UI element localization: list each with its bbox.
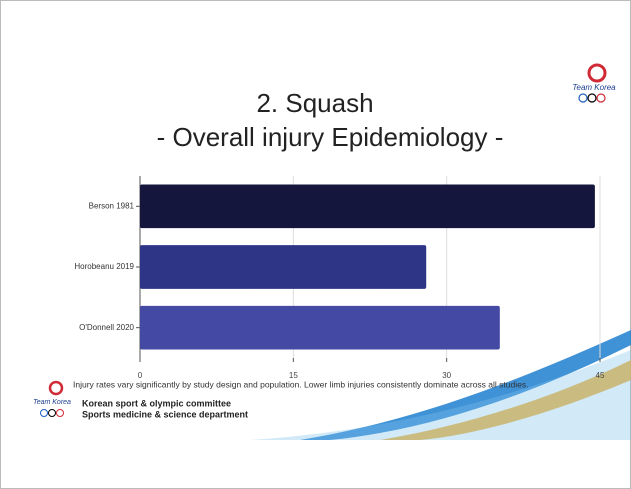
rings (40, 409, 64, 417)
swoosh (250, 350, 631, 440)
footer-logo: Team Korea (33, 380, 71, 417)
chart-subtitle: - Overall injury Epidemiology - (157, 122, 504, 152)
logo-mark (48, 380, 64, 396)
y-tick-label: Berson 1981 (89, 201, 135, 210)
footer-line: Korean sport & olympic committee (82, 398, 231, 408)
bar (140, 184, 595, 229)
bar (140, 305, 500, 350)
logo-text: Team Korea (572, 83, 616, 92)
x-tick-label: 30 (442, 371, 451, 380)
y-tick-label: O'Donnell 2020 (79, 323, 134, 332)
logo-text: Team Korea (33, 399, 71, 406)
logo-mark (587, 63, 607, 83)
x-tick-label: 45 (596, 371, 605, 380)
chart: 0 15 30 45 Berson 1981 Horobeanu 2019 O'Donnel… (74, 176, 605, 380)
logo: Team Korea (572, 63, 616, 103)
y-tick-label: Horobeanu 2019 (74, 262, 134, 271)
bar (140, 245, 427, 289)
x-tick-label: 15 (289, 371, 298, 380)
chart-title: 2. Squash (256, 88, 373, 118)
chart-note: Injury rates vary significantly by study… (73, 379, 528, 389)
rings (578, 93, 606, 103)
x-tick-label: 0 (138, 371, 143, 380)
footer-line: Sports medicine & science department (82, 409, 248, 419)
